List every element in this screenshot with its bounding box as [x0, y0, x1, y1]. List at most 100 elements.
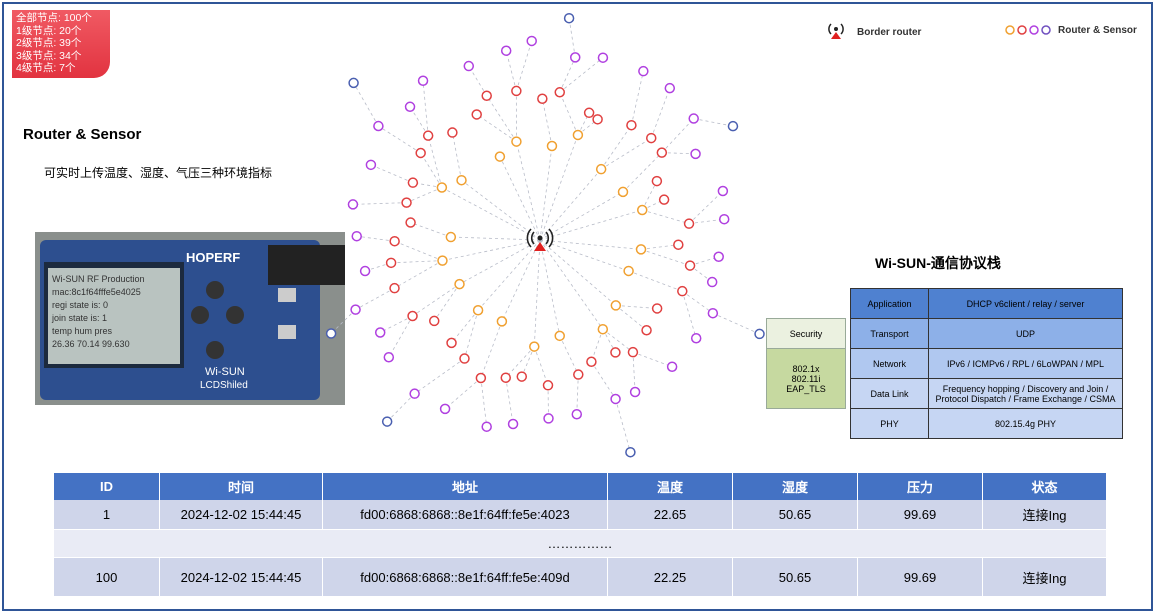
- node: [454, 278, 465, 290]
- link: [516, 141, 541, 241]
- button: [206, 281, 224, 299]
- node: [381, 416, 393, 427]
- node: [683, 218, 695, 229]
- node: [459, 353, 470, 364]
- link: [602, 329, 616, 353]
- button: [191, 306, 209, 324]
- node: [717, 185, 729, 197]
- link: [394, 240, 443, 262]
- node: [627, 346, 639, 358]
- module-label: Wi-SUN: [205, 366, 245, 378]
- node: [347, 199, 359, 210]
- link: [394, 260, 443, 289]
- link: [631, 71, 644, 126]
- node: [409, 388, 420, 399]
- lcd-line: Wi-SUN RF Production: [52, 274, 145, 284]
- link: [539, 191, 624, 241]
- node: [617, 186, 629, 198]
- link: [480, 377, 488, 427]
- table-cell: 99.69: [858, 558, 983, 596]
- link: [591, 361, 616, 400]
- layer-detail: Frequency hopping / Discovery and Join /…: [928, 378, 1123, 409]
- node: [666, 361, 678, 373]
- node: [529, 341, 540, 352]
- node: [645, 132, 657, 144]
- link: [450, 236, 541, 241]
- table-cell: 2024-12-02 15:44:45: [160, 558, 323, 596]
- node: [422, 130, 434, 141]
- link: [499, 156, 541, 241]
- table-cell: 100: [54, 558, 160, 596]
- link: [600, 124, 632, 170]
- node: [456, 174, 467, 186]
- lcd-line: mac:8c1f64fffe5e4025: [52, 287, 141, 297]
- layer-detail: UDP: [928, 318, 1123, 349]
- link: [682, 290, 714, 314]
- link: [688, 190, 724, 224]
- node: [445, 231, 457, 243]
- button: [226, 306, 244, 324]
- link: [441, 187, 541, 241]
- node: [623, 265, 634, 277]
- node: [610, 393, 621, 405]
- connector: [268, 245, 345, 285]
- header-cell: 湿度: [733, 473, 858, 500]
- node: [471, 109, 482, 120]
- lcd-line: join state is: 1: [51, 313, 107, 323]
- node: [677, 285, 688, 297]
- link: [600, 137, 652, 170]
- node: [656, 147, 668, 158]
- node: [554, 330, 565, 342]
- layer-detail: IPv6 / ICMPv6 / RPL / 6LoWPAN / MPL: [928, 348, 1123, 379]
- node: [404, 101, 416, 113]
- header-cell: 压力: [858, 473, 983, 500]
- node: [563, 12, 575, 24]
- description: 可实时上传温度、湿度、气压三种环境指标: [44, 166, 273, 180]
- usb: [278, 325, 296, 339]
- link: [632, 351, 673, 368]
- link: [602, 328, 634, 353]
- link: [539, 239, 617, 306]
- link: [444, 377, 482, 410]
- node: [350, 304, 361, 315]
- node: [727, 120, 739, 132]
- link: [352, 202, 407, 205]
- link: [539, 209, 643, 241]
- node: [546, 140, 558, 152]
- network-graph: [325, 12, 765, 458]
- links: [330, 18, 760, 453]
- legend-swatch: [1041, 25, 1051, 35]
- link: [388, 315, 413, 358]
- link: [539, 145, 553, 241]
- link: [515, 40, 533, 92]
- node: [586, 356, 597, 368]
- link: [712, 312, 760, 335]
- lcd-line: temp hum pres: [52, 326, 113, 336]
- link: [576, 374, 579, 415]
- ellipsis-row: ……………: [54, 530, 1107, 557]
- table-cell: 22.65: [608, 500, 733, 529]
- node: [571, 408, 583, 420]
- node: [374, 327, 386, 338]
- link: [681, 291, 697, 339]
- device-photo: Wi-SUN RF Production mac:8c1f64fffe5e4025…: [35, 232, 345, 405]
- node: [494, 151, 506, 162]
- link: [501, 239, 541, 322]
- link: [650, 88, 671, 139]
- node: [475, 372, 487, 384]
- node: [500, 45, 512, 56]
- legend-swatch: [1029, 25, 1039, 35]
- border-router: [526, 228, 554, 251]
- link: [640, 248, 691, 266]
- node: [472, 305, 484, 316]
- node: [405, 217, 416, 228]
- node: [511, 85, 522, 97]
- node: [481, 90, 492, 102]
- security-items: 802.1x 802.11i EAP_TLS: [766, 348, 846, 409]
- link: [559, 57, 604, 93]
- link: [370, 164, 414, 184]
- link: [353, 82, 379, 127]
